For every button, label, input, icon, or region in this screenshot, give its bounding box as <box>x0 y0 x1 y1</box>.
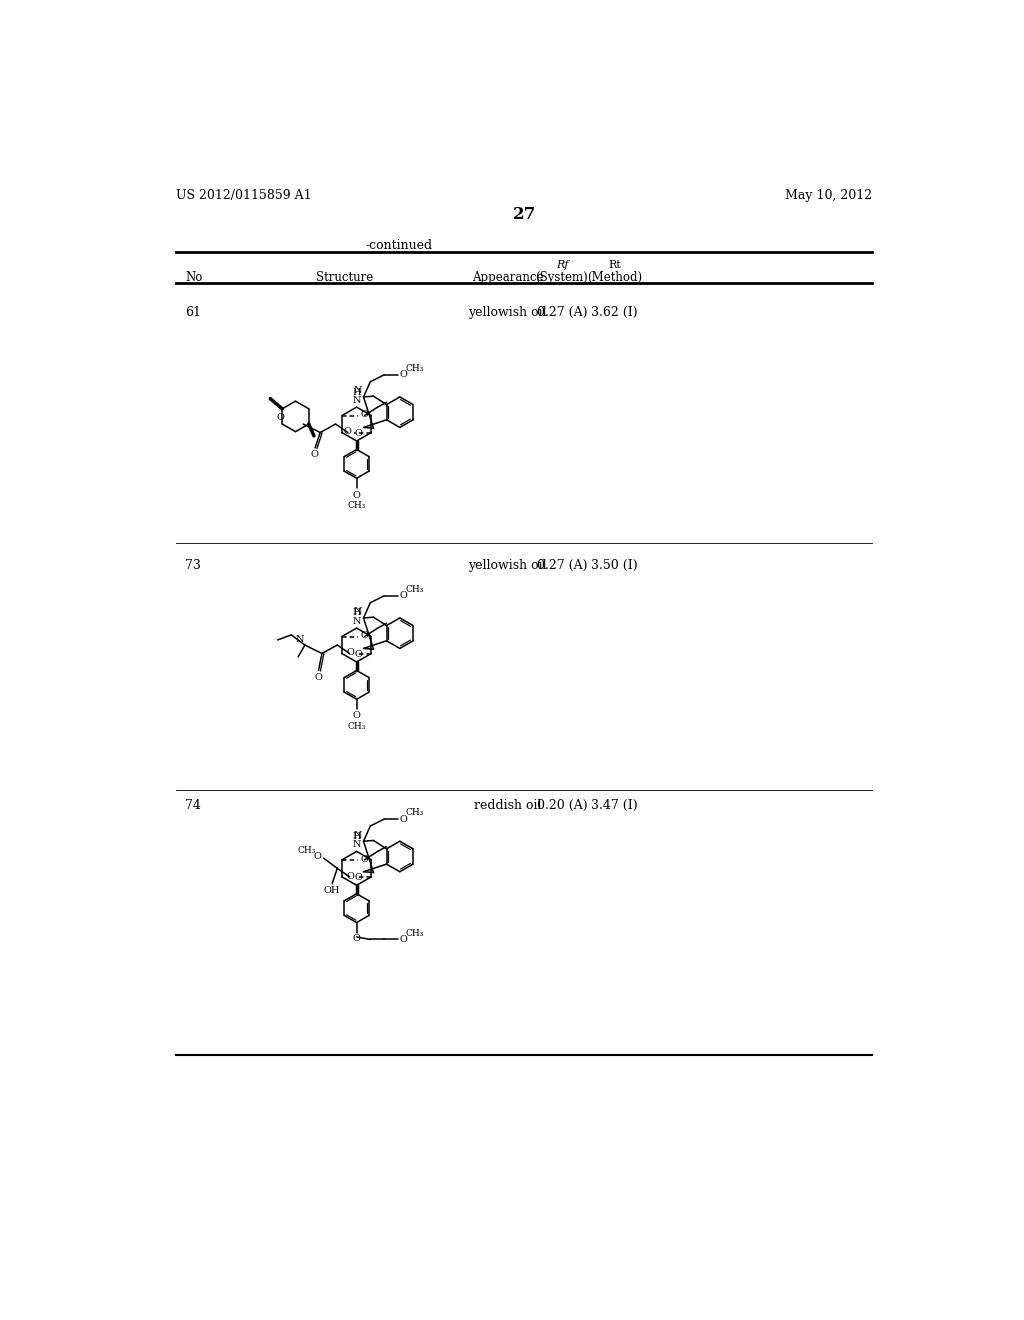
Text: Appearance: Appearance <box>472 271 544 284</box>
Text: (Method): (Method) <box>587 271 642 284</box>
Text: O: O <box>360 631 369 640</box>
Text: O: O <box>276 413 285 422</box>
Text: O: O <box>354 649 361 659</box>
Text: O: O <box>399 935 408 944</box>
Text: O: O <box>352 935 360 944</box>
Text: O: O <box>352 711 360 721</box>
Text: CH₃: CH₃ <box>406 363 424 372</box>
Text: Rf: Rf <box>556 260 568 271</box>
Text: May 10, 2012: May 10, 2012 <box>784 189 872 202</box>
Text: O: O <box>354 874 361 882</box>
Text: H
N: H N <box>352 388 360 405</box>
Text: O: O <box>360 854 369 863</box>
Text: O: O <box>400 591 408 601</box>
Text: -continued: -continued <box>366 239 433 252</box>
Text: OH: OH <box>324 886 340 895</box>
Text: 3.62 (I): 3.62 (I) <box>592 306 638 319</box>
Text: O: O <box>310 450 318 459</box>
Text: O: O <box>400 371 408 379</box>
Text: 0.27 (A): 0.27 (A) <box>537 558 587 572</box>
Text: O: O <box>360 411 369 420</box>
Text: O: O <box>344 428 351 436</box>
Text: H
N: H N <box>352 609 360 626</box>
Text: US 2012/0115859 A1: US 2012/0115859 A1 <box>176 189 311 202</box>
Text: N: N <box>353 830 361 840</box>
Text: 0.20 (A): 0.20 (A) <box>537 799 588 812</box>
Text: CH₃: CH₃ <box>347 502 366 510</box>
Text: No: No <box>185 271 203 284</box>
Text: reddish oil: reddish oil <box>474 799 542 812</box>
Text: CH₃: CH₃ <box>347 722 366 731</box>
Text: N: N <box>353 607 361 616</box>
Text: O: O <box>352 491 360 500</box>
Text: O: O <box>346 871 354 880</box>
Text: O: O <box>314 673 323 681</box>
Text: Structure: Structure <box>316 271 374 284</box>
Text: (System): (System) <box>536 271 589 284</box>
Text: 3.50 (I): 3.50 (I) <box>592 558 638 572</box>
Text: yellowish oil: yellowish oil <box>468 306 547 319</box>
Text: 61: 61 <box>185 306 202 319</box>
Text: N: N <box>296 635 304 644</box>
Text: 27: 27 <box>513 206 537 223</box>
Text: yellowish oil: yellowish oil <box>468 558 547 572</box>
Text: 74: 74 <box>185 799 202 812</box>
Text: 3.47 (I): 3.47 (I) <box>592 799 638 812</box>
Text: H
N: H N <box>352 832 360 849</box>
Text: Rt: Rt <box>608 260 622 271</box>
Text: O: O <box>346 648 354 657</box>
Text: CH₃: CH₃ <box>298 846 315 855</box>
Text: N: N <box>353 387 361 396</box>
Text: 0.27 (A): 0.27 (A) <box>537 306 587 319</box>
Text: 73: 73 <box>185 558 202 572</box>
Text: CH₃: CH₃ <box>406 929 424 939</box>
Text: O: O <box>354 429 361 438</box>
Text: CH₃: CH₃ <box>406 585 424 594</box>
Text: CH₃: CH₃ <box>406 808 424 817</box>
Text: O: O <box>313 853 322 861</box>
Text: O: O <box>400 814 408 824</box>
